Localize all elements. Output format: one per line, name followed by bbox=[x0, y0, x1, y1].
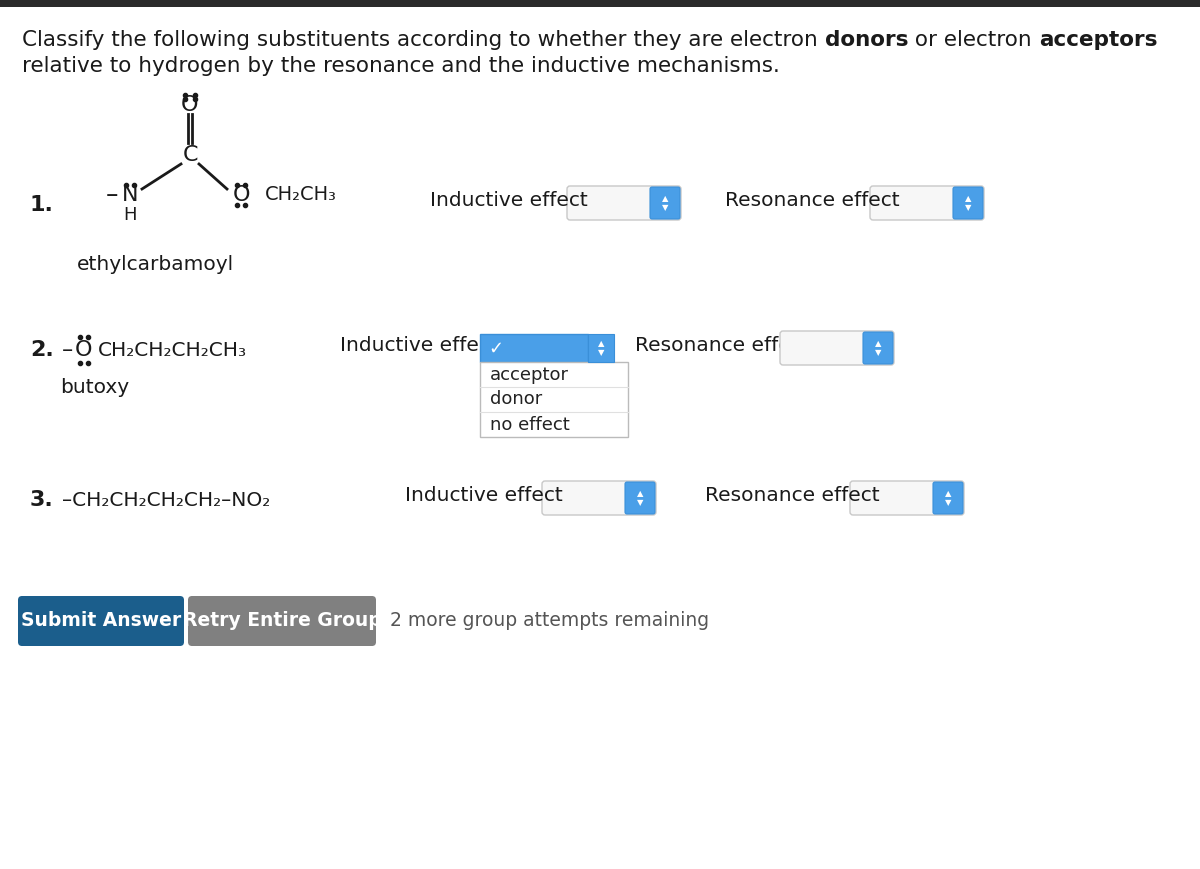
Text: donor: donor bbox=[490, 390, 542, 408]
Text: Submit Answer: Submit Answer bbox=[20, 612, 181, 631]
Text: ▲: ▲ bbox=[944, 489, 952, 499]
Text: Retry Entire Group: Retry Entire Group bbox=[182, 612, 382, 631]
Text: O: O bbox=[181, 95, 199, 115]
Text: butoxy: butoxy bbox=[60, 378, 130, 397]
Text: Classify the following substituents according to whether they are electron: Classify the following substituents acco… bbox=[22, 30, 824, 50]
FancyBboxPatch shape bbox=[568, 186, 682, 220]
FancyBboxPatch shape bbox=[850, 481, 964, 515]
Text: 1.: 1. bbox=[30, 195, 54, 215]
Text: ▼: ▼ bbox=[965, 203, 971, 213]
Text: Inductive effect: Inductive effect bbox=[340, 336, 498, 355]
Text: ▲: ▲ bbox=[598, 340, 605, 348]
Text: CH₂CH₂CH₂CH₃: CH₂CH₂CH₂CH₃ bbox=[98, 341, 247, 360]
FancyBboxPatch shape bbox=[188, 596, 376, 646]
FancyBboxPatch shape bbox=[625, 482, 655, 514]
Text: Inductive effect: Inductive effect bbox=[430, 191, 588, 210]
FancyBboxPatch shape bbox=[18, 596, 184, 646]
Text: 2.: 2. bbox=[30, 340, 54, 360]
Text: ▼: ▼ bbox=[637, 499, 643, 507]
Text: acceptors: acceptors bbox=[1039, 30, 1157, 50]
Text: ▲: ▲ bbox=[637, 489, 643, 499]
Text: 3.: 3. bbox=[30, 490, 54, 510]
FancyBboxPatch shape bbox=[953, 187, 983, 219]
Text: O: O bbox=[76, 340, 92, 360]
FancyBboxPatch shape bbox=[0, 0, 1200, 7]
Text: –: – bbox=[62, 340, 73, 360]
Text: ▼: ▼ bbox=[944, 499, 952, 507]
FancyBboxPatch shape bbox=[588, 334, 614, 362]
Text: O: O bbox=[233, 185, 250, 205]
Text: ethylcarbamoyl: ethylcarbamoyl bbox=[77, 255, 234, 274]
FancyBboxPatch shape bbox=[863, 332, 893, 364]
Text: ▲: ▲ bbox=[965, 195, 971, 203]
Text: no effect: no effect bbox=[490, 415, 570, 434]
FancyBboxPatch shape bbox=[650, 187, 680, 219]
Text: C: C bbox=[182, 145, 198, 165]
Text: ▼: ▼ bbox=[875, 348, 881, 357]
Text: N: N bbox=[121, 185, 138, 205]
Text: donors: donors bbox=[824, 30, 908, 50]
Text: Resonance effect: Resonance effect bbox=[725, 191, 900, 210]
Text: H: H bbox=[124, 206, 137, 224]
Text: ▼: ▼ bbox=[598, 348, 605, 357]
FancyBboxPatch shape bbox=[542, 481, 656, 515]
Text: –CH₂CH₂CH₂CH₂–NO₂: –CH₂CH₂CH₂CH₂–NO₂ bbox=[62, 490, 270, 509]
Text: or electron: or electron bbox=[908, 30, 1039, 50]
Text: ▼: ▼ bbox=[661, 203, 668, 213]
Text: –: – bbox=[106, 183, 119, 207]
FancyBboxPatch shape bbox=[780, 331, 894, 365]
Text: Resonance effect: Resonance effect bbox=[706, 486, 880, 505]
Text: CH₂CH₃: CH₂CH₃ bbox=[265, 185, 337, 204]
Text: ▲: ▲ bbox=[875, 340, 881, 348]
Text: ▲: ▲ bbox=[661, 195, 668, 203]
Text: relative to hydrogen by the resonance and the inductive mechanisms.: relative to hydrogen by the resonance an… bbox=[22, 56, 780, 76]
Text: Resonance effect: Resonance effect bbox=[635, 336, 810, 355]
Text: Inductive effect: Inductive effect bbox=[406, 486, 563, 505]
FancyBboxPatch shape bbox=[480, 334, 588, 362]
Text: acceptor: acceptor bbox=[490, 366, 569, 383]
FancyBboxPatch shape bbox=[934, 482, 964, 514]
Text: ✓: ✓ bbox=[488, 340, 503, 358]
Text: 2 more group attempts remaining: 2 more group attempts remaining bbox=[390, 612, 709, 631]
FancyBboxPatch shape bbox=[870, 186, 984, 220]
FancyBboxPatch shape bbox=[480, 362, 628, 437]
